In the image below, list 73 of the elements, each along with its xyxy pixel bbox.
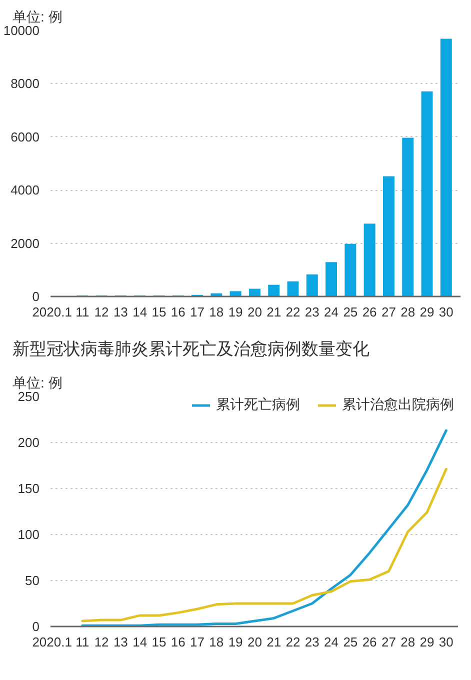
bar — [364, 224, 376, 296]
x-tick-label: 11 — [76, 304, 90, 320]
x-tick-label: 23 — [304, 634, 320, 650]
x-tick-label: 30 — [438, 304, 454, 320]
x-tick-label: 11 — [76, 634, 90, 650]
y-tick-label: 6000 — [10, 129, 40, 144]
x-tick-label: 29 — [420, 304, 434, 320]
bar — [268, 284, 280, 296]
x-tick-label: 19 — [228, 634, 243, 650]
line-series — [81, 468, 448, 622]
x-tick-label: 18 — [209, 304, 224, 320]
x-tick-label: 22 — [286, 304, 300, 320]
legend-label: 累计死亡病例 — [216, 396, 300, 414]
x-tick-label: 12 — [94, 634, 109, 650]
y-tick-label: 0 — [32, 289, 40, 304]
x-tick-label: 18 — [209, 634, 224, 650]
x-tick-label: 28 — [400, 634, 416, 650]
x-tick-label: 15 — [152, 304, 166, 320]
x-tick-label: 16 — [170, 304, 186, 320]
x-tick-label: 17 — [190, 634, 205, 650]
y-tick-label: 10000 — [3, 23, 40, 38]
line-series — [81, 429, 448, 626]
x-tick-label: 2020.1 — [32, 304, 72, 320]
y-tick-label: 100 — [18, 527, 40, 542]
y-tick-label: 0 — [32, 619, 40, 634]
x-tick-label: 19 — [228, 304, 243, 320]
x-tick-label: 20 — [247, 304, 262, 320]
x-tick-label: 26 — [362, 304, 377, 320]
bar — [421, 91, 433, 296]
x-tick-label: 29 — [420, 634, 434, 650]
y-tick-label: 4000 — [10, 182, 40, 198]
x-tick-label: 12 — [94, 304, 109, 320]
y-tick-label: 8000 — [10, 76, 40, 92]
x-tick-label: 21 — [266, 304, 282, 320]
y-tick-label: 250 — [18, 389, 40, 404]
x-tick-label: 22 — [286, 634, 300, 650]
y-axis-title: 单位: 例 — [12, 8, 62, 24]
legend-label: 累计治愈出院病例 — [342, 396, 454, 414]
y-tick-label: 50 — [25, 573, 40, 588]
x-tick-label: 21 — [266, 634, 282, 650]
x-tick-label: 26 — [362, 634, 377, 650]
x-tick-label: 23 — [304, 304, 320, 320]
bar — [326, 262, 338, 296]
y-tick-label: 2000 — [10, 236, 40, 251]
bar — [306, 274, 318, 296]
bar — [287, 281, 299, 296]
x-tick-label: 24 — [324, 304, 339, 320]
bar — [248, 288, 260, 296]
x-tick-label: 27 — [381, 304, 396, 320]
x-tick-label: 16 — [170, 634, 186, 650]
x-tick-label: 14 — [132, 634, 148, 650]
y-tick-label: 200 — [18, 435, 40, 450]
bar — [402, 138, 414, 296]
bar — [440, 38, 452, 296]
x-tick-label: 13 — [113, 304, 128, 320]
y-axis-title: 单位: 例 — [12, 374, 62, 390]
x-tick-label: 27 — [381, 634, 396, 650]
x-tick-label: 14 — [132, 304, 148, 320]
x-tick-label: 25 — [343, 634, 358, 650]
chart-title: 新型冠状病毒肺炎累计死亡及治愈病例数量变化 — [12, 340, 370, 358]
x-tick-label: 25 — [343, 304, 358, 320]
bar — [230, 291, 242, 296]
x-tick-label: 2020.1 — [32, 634, 72, 650]
y-tick-label: 150 — [18, 481, 40, 496]
x-tick-label: 28 — [400, 304, 416, 320]
x-tick-label: 17 — [190, 304, 205, 320]
x-tick-label: 30 — [438, 634, 454, 650]
x-tick-label: 15 — [152, 634, 166, 650]
bar — [382, 176, 394, 296]
x-tick-label: 24 — [324, 634, 339, 650]
x-tick-label: 13 — [113, 634, 128, 650]
bar — [344, 244, 356, 296]
x-tick-label: 20 — [247, 634, 262, 650]
